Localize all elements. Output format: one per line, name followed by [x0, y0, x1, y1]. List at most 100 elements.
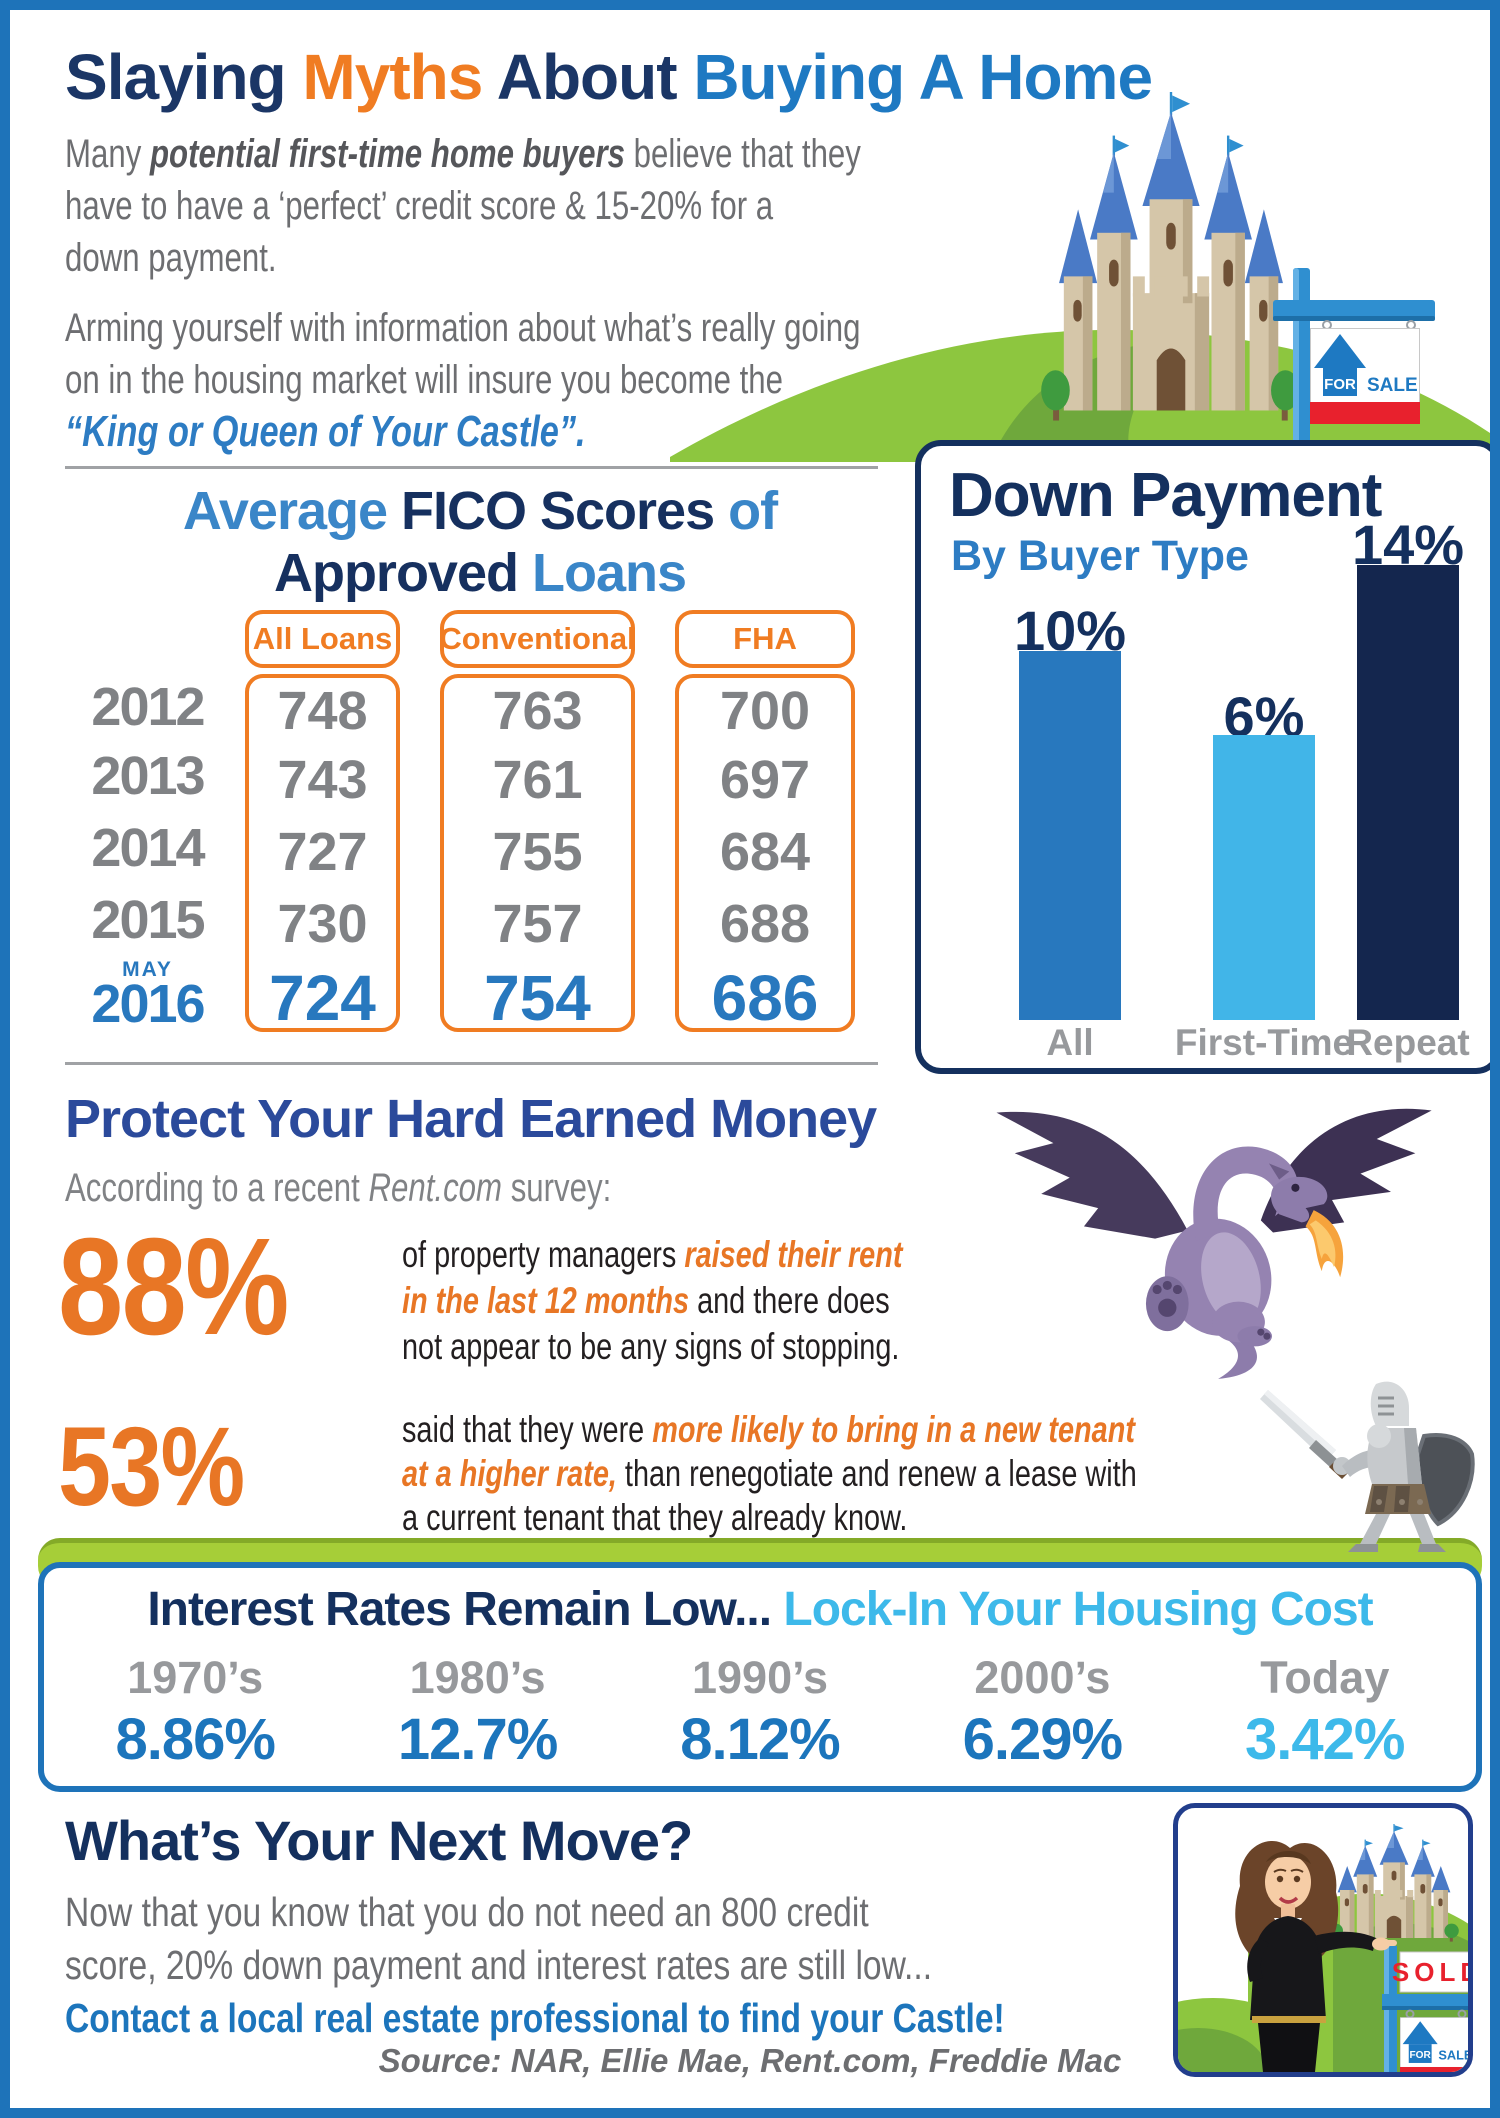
- stat-53-text: said that they were more likely to bring…: [402, 1408, 1137, 1540]
- fico-value: 727: [277, 822, 368, 882]
- rate-column: 1990’s 8.12%: [619, 1652, 901, 1773]
- fico-year-2016: 2016: [91, 974, 205, 1034]
- bar-label-first-time: First-Time: [1174, 1022, 1354, 1063]
- down-payment-title: Down Payment: [949, 461, 1382, 530]
- fico-value: 688: [719, 894, 811, 954]
- rate-column: 2000’s 6.29%: [901, 1652, 1183, 1773]
- stat-53-percent: 53%: [58, 1404, 245, 1529]
- rate-column: 1980’s 12.7%: [336, 1652, 618, 1773]
- rate-value: 8.86%: [115, 1707, 275, 1772]
- down-payment-subtitle: By Buyer Type: [951, 532, 1249, 580]
- source-line: Source: NAR, Ellie Mae, Rent.com, Freddi…: [378, 2042, 1122, 2079]
- divider-line-middle: [65, 1062, 878, 1065]
- stat-text: than renegotiate and renew a lease with: [616, 1453, 1137, 1494]
- fico-value: 763: [492, 681, 583, 741]
- title-about: About: [496, 41, 694, 113]
- survey-line: According to a recent Rent.com survey:: [65, 1166, 611, 1211]
- rates-grid: 1970’s 8.86% 1980’s 12.7% 1990’s 8.12% 2…: [54, 1652, 1466, 1773]
- stat-88-text: of property managers raised their rent i…: [402, 1232, 902, 1370]
- knight-icon: [1260, 1381, 1475, 1552]
- intro2-line1: Arming yourself with information about w…: [65, 306, 861, 350]
- rate-value-today: 3.42%: [1245, 1707, 1405, 1772]
- stat-text-orange: at a higher rate,: [402, 1453, 617, 1494]
- fico-section-title: Average FICO Scores of Approved Loans: [100, 480, 860, 604]
- fico-title-average: Average: [182, 481, 402, 541]
- fico-column-fha: 700 697 684 688 686: [675, 674, 855, 1034]
- next-move-cta: Contact a local real estate professional…: [65, 1995, 1005, 2041]
- fico-year: 2013: [91, 746, 205, 806]
- bar-label-all: All: [1046, 1022, 1094, 1063]
- intro-paragraph-2: Arming yourself with information about w…: [65, 302, 860, 458]
- rate-value: 8.12%: [680, 1707, 840, 1772]
- fico-header-conventional: Conventional: [439, 610, 636, 668]
- fico-value-highlight: 686: [711, 962, 819, 1034]
- stat-text: and there does: [689, 1280, 890, 1321]
- bar-repeat: [1357, 565, 1459, 1020]
- intro2-highlight: “King or Queen of Your Castle”.: [65, 407, 586, 456]
- fico-value: 730: [277, 894, 368, 954]
- fico-value-highlight: 724: [269, 962, 376, 1034]
- stat-text: a current tenant that they already know.: [402, 1497, 908, 1538]
- decade-label: 1970’s: [127, 1652, 264, 1703]
- rate-column: Today 3.42%: [1184, 1652, 1466, 1773]
- fico-title-approved: Approved: [273, 543, 532, 603]
- rate-value: 12.7%: [397, 1707, 558, 1772]
- fico-value: 700: [719, 681, 811, 741]
- intro1-text-cont: believe that they: [624, 132, 861, 176]
- for-sale-sign: [1273, 268, 1435, 452]
- realtor-illustration: SOLD: [1173, 1803, 1473, 2077]
- survey-brand: Rent.com: [368, 1166, 503, 1210]
- bar-all: [1019, 651, 1121, 1020]
- fico-value: 743: [277, 750, 368, 810]
- fico-title-scores: FICO Scores: [401, 481, 729, 541]
- fico-title-loans: Loans: [532, 543, 687, 603]
- title-slaying: Slaying: [65, 41, 303, 113]
- stat-text: of property managers: [402, 1234, 685, 1275]
- stat-text: not appear to be any signs of stopping.: [402, 1326, 900, 1367]
- fico-header-all-loans: All Loans: [245, 610, 400, 668]
- stat-text: said that they were: [402, 1409, 653, 1450]
- title-myths: Myths: [302, 41, 497, 113]
- fico-column-conventional: 763 761 755 757 754: [440, 674, 635, 1034]
- fico-year: 2012: [91, 677, 205, 737]
- next-move-line1: Now that you know that you do not need a…: [65, 1889, 869, 1935]
- page-title: Slaying Myths About Buying A Home: [65, 40, 1153, 114]
- bar-label-repeat: Repeat: [1346, 1022, 1470, 1063]
- castle-icon-small: [1328, 1824, 1459, 1942]
- fico-value: 755: [492, 822, 583, 882]
- decade-label: 1990’s: [692, 1652, 828, 1703]
- fico-column-all-loans: 748 743 727 730 724: [245, 674, 400, 1034]
- interest-rates-panel: Interest Rates Remain Low... Lock-In You…: [38, 1562, 1482, 1792]
- fico-year: 2014: [91, 818, 205, 878]
- intro1-line3: down payment.: [65, 236, 277, 280]
- next-move-paragraph: Now that you know that you do not need a…: [65, 1886, 1005, 2045]
- survey-post: survey:: [502, 1166, 612, 1210]
- fico-value: 684: [719, 822, 811, 882]
- stat-text-orange: in the last 12 months: [402, 1280, 690, 1321]
- intro1-bold-text: potential first-time home buyers: [149, 132, 625, 176]
- fico-value: 757: [492, 894, 583, 954]
- sold-sign-label: SOLD: [1392, 1957, 1473, 1987]
- dragon-icon: [996, 1108, 1432, 1379]
- rates-title-light: Lock-In Your Housing Cost: [783, 1583, 1373, 1636]
- rates-title: Interest Rates Remain Low... Lock-In You…: [44, 1582, 1476, 1637]
- fico-value-highlight: 754: [484, 962, 591, 1034]
- title-buying: Buying A Home: [693, 41, 1153, 113]
- intro-paragraph-1: Many potential first-time home buyers be…: [65, 128, 861, 284]
- fico-year: 2015: [91, 890, 205, 950]
- fico-title-of: of: [728, 481, 778, 541]
- fico-header-fha: FHA: [675, 610, 855, 668]
- rate-column: 1970’s 8.86%: [54, 1652, 336, 1773]
- intro2-line2: on in the housing market will insure you…: [65, 358, 784, 402]
- divider-line-top: [65, 466, 878, 469]
- fico-may-label: MAY: [122, 958, 173, 981]
- next-move-heading: What’s Your Next Move?: [65, 1809, 693, 1872]
- down-payment-chart-panel: Down Payment By Buyer Type 10% 6% 14% Al…: [915, 440, 1490, 1074]
- intro1-line2: have to have a ‘perfect’ credit score & …: [65, 184, 774, 228]
- fico-value: 748: [277, 681, 368, 741]
- stat-text-orange: raised their rent: [684, 1234, 903, 1275]
- rates-title-dark: Interest Rates Remain Low...: [147, 1583, 784, 1636]
- decade-label: Today: [1260, 1652, 1390, 1703]
- stat-88-percent: 88%: [58, 1210, 289, 1364]
